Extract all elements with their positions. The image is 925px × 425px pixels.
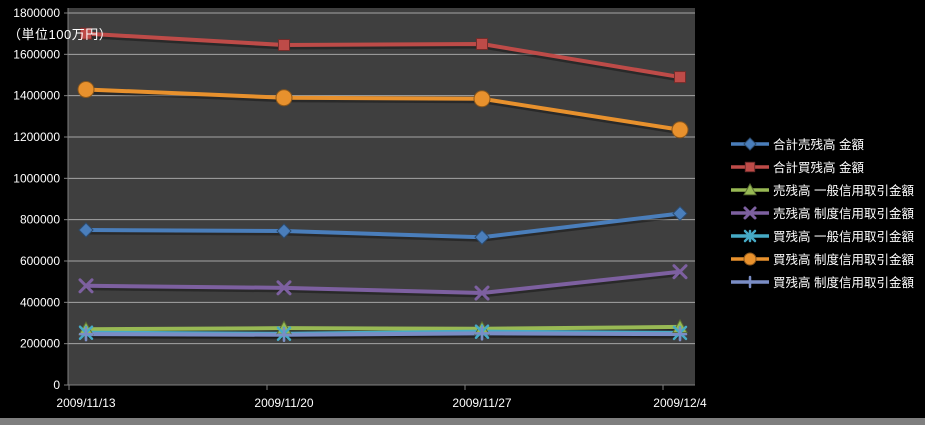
legend-label: 買残高 一般信用取引金額	[773, 230, 914, 244]
data-point[interactable]	[673, 71, 687, 84]
series-line-5	[84, 87, 682, 132]
series-line-0	[84, 211, 682, 240]
data-point-marker[interactable]	[276, 223, 292, 239]
data-point[interactable]	[78, 326, 94, 342]
legend-marker	[743, 136, 757, 151]
data-point[interactable]	[474, 285, 490, 301]
x-axis-tick-label: 2009/11/27	[452, 396, 511, 410]
legend-label: 売残高 一般信用取引金額	[773, 184, 914, 198]
x-axis-tick-label: 2009/11/20	[254, 396, 313, 410]
data-point-marker[interactable]	[474, 229, 490, 245]
data-point-marker[interactable]	[474, 285, 490, 301]
data-point-marker[interactable]	[672, 205, 688, 222]
data-point-marker[interactable]	[275, 89, 293, 107]
data-point-marker[interactable]	[672, 264, 688, 280]
y-axis-tick-label: 1800000	[13, 6, 60, 20]
legend-marker-icon	[731, 229, 769, 242]
data-point[interactable]	[276, 223, 292, 239]
data-point[interactable]	[78, 278, 94, 294]
data-point-marker[interactable]	[79, 27, 93, 40]
y-axis-tick-label: 400000	[20, 295, 60, 309]
data-point-marker[interactable]	[276, 280, 292, 296]
data-point-marker[interactable]	[78, 278, 94, 294]
chart-legend: 合計売残高 金額 合計買残高 金額売残高 一般信用取引金額 売残高 制度信用取引金額…	[730, 132, 914, 293]
legend-label: 売残高 制度信用取引金額	[773, 207, 914, 221]
legend-marker-icon	[731, 206, 769, 219]
legend-item-6[interactable]: 買残高 制度信用取引金額	[730, 270, 914, 293]
legend-item-3[interactable]: 売残高 制度信用取引金額	[730, 201, 914, 224]
data-point[interactable]	[474, 229, 490, 245]
y-axis-unit-label: （単位100万円）	[8, 27, 113, 42]
legend-label: 合計売残高 金額	[773, 138, 864, 152]
legend-label: 合計買残高 金額	[773, 161, 864, 175]
legend-marker	[744, 161, 756, 172]
data-point[interactable]	[77, 80, 95, 98]
legend-marker	[743, 182, 757, 195]
series-line-shadow	[85, 326, 681, 334]
x-axis-tick-label: 2009/11/13	[56, 396, 115, 410]
legend-marker-icon	[731, 182, 769, 195]
plot-area	[68, 8, 695, 385]
data-point-marker[interactable]	[671, 121, 689, 139]
data-point-marker[interactable]	[78, 222, 94, 238]
data-point[interactable]	[79, 27, 93, 40]
data-point[interactable]	[474, 326, 490, 341]
legend-item-2[interactable]: 売残高 一般信用取引金額	[730, 178, 914, 201]
data-point-marker[interactable]	[473, 90, 491, 108]
legend-label: 買残高 制度信用取引金額	[773, 253, 914, 267]
series-line-1	[84, 31, 682, 80]
legend-item-4[interactable]: 買残高 一般信用取引金額	[730, 224, 914, 247]
data-point-marker[interactable]	[475, 37, 489, 51]
y-axis-tick-label: 600000	[20, 254, 60, 268]
legend-marker-icon	[731, 136, 769, 151]
data-point[interactable]	[671, 121, 689, 139]
data-point[interactable]	[475, 37, 489, 51]
data-point[interactable]	[276, 280, 292, 296]
y-axis-tick-label: 800000	[20, 213, 60, 227]
data-point[interactable]	[275, 89, 293, 107]
data-point-marker[interactable]	[77, 80, 95, 98]
data-point[interactable]	[672, 264, 688, 280]
data-point-marker[interactable]	[673, 71, 687, 84]
y-axis-tick-label: 200000	[20, 337, 60, 351]
data-point-marker[interactable]	[277, 39, 291, 52]
data-point[interactable]	[672, 326, 688, 342]
legend-item-0[interactable]: 合計売残高 金額	[730, 132, 914, 155]
y-axis-tick-label: 1000000	[13, 171, 60, 185]
series-line-6	[84, 331, 682, 337]
y-axis-tick-label: 1600000	[13, 47, 60, 61]
legend-marker-icon	[731, 252, 769, 265]
legend-marker-icon	[731, 275, 769, 288]
data-point[interactable]	[276, 327, 292, 343]
data-point[interactable]	[78, 222, 94, 238]
legend-item-1[interactable]: 合計買残高 金額	[730, 155, 914, 178]
x-axis-tick-label: 2009/12/4	[653, 396, 707, 410]
legend-item-5[interactable]: 買残高 制度信用取引金額	[730, 247, 914, 270]
data-point[interactable]	[277, 39, 291, 52]
window-bottom-strip	[0, 418, 925, 425]
legend-marker	[743, 252, 757, 265]
y-axis-tick-label: 1400000	[13, 89, 60, 103]
legend-label: 買残高 制度信用取引金額	[773, 276, 914, 290]
y-axis-tick-label: 1200000	[13, 130, 60, 144]
series-line-2	[84, 324, 682, 332]
series-line-3	[84, 269, 682, 296]
y-axis-tick-label: 0	[53, 378, 60, 392]
data-point[interactable]	[672, 205, 688, 222]
data-point[interactable]	[473, 90, 491, 108]
legend-marker-icon	[731, 161, 769, 172]
legend-marker	[743, 206, 757, 219]
